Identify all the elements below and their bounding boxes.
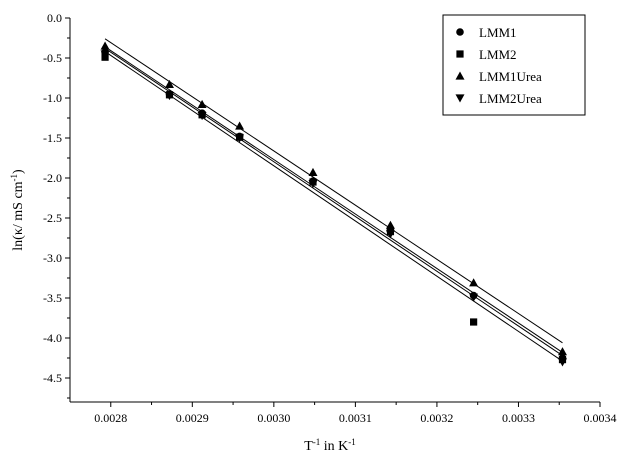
y-tick-label: -3.0 <box>43 251 62 265</box>
legend-marker <box>455 94 465 103</box>
x-axis-title-part: in K <box>320 439 348 454</box>
data-point-series-4 <box>385 230 395 239</box>
x-tick-label: 0.0030 <box>257 411 290 425</box>
fit-line <box>104 47 563 357</box>
data-point-series-3 <box>557 347 567 356</box>
plot-layer: 0.0028 0.0029 0.0030 0.0031 0.0032 0.0033 0.00… <box>9 11 617 454</box>
data-point-series-4 <box>100 50 110 59</box>
data-point-series-3 <box>100 41 110 50</box>
x-axis-title-part: -1 <box>313 437 321 447</box>
data-point-series-3 <box>385 220 395 229</box>
legend-marker <box>456 50 464 58</box>
data-point-series-3 <box>235 121 245 130</box>
data-point-series-4 <box>557 358 567 367</box>
data-point-series-4 <box>469 293 479 302</box>
y-axis-title-part: -1 <box>9 174 19 182</box>
data-point-series-4 <box>197 112 207 121</box>
data-point-series-3 <box>197 99 207 108</box>
fit-line <box>104 38 563 344</box>
legend-marker <box>456 28 464 36</box>
x-tick-label: 0.0032 <box>420 411 453 425</box>
y-tick-label: -4.0 <box>43 331 62 345</box>
legend-box <box>442 14 586 116</box>
y-tick-label: -3.5 <box>43 291 62 305</box>
y-tick-label: -2.5 <box>43 211 62 225</box>
data-point-series-4 <box>235 134 245 143</box>
data-point-series-2 <box>470 318 478 326</box>
x-tick-label: 0.0033 <box>502 411 535 425</box>
y-tick-label: -4.5 <box>43 371 62 385</box>
fit-line <box>104 51 563 362</box>
data-point-series-3 <box>164 79 174 88</box>
x-tick-label: 0.0028 <box>94 411 127 425</box>
legend-label: LMM1Urea <box>479 69 542 84</box>
y-tick-label: -0.5 <box>43 51 62 65</box>
fit-line <box>104 46 563 353</box>
x-tick-label: 0.0034 <box>584 411 617 425</box>
y-axis-title-part: ln(κ/ mS cm <box>11 181 26 250</box>
x-axis-title-part: -1 <box>348 437 356 447</box>
legend-label: LMM2 <box>479 47 517 62</box>
x-tick-label: 0.0029 <box>176 411 209 425</box>
x-axis-title-part: T <box>304 439 313 454</box>
y-tick-label: -1.5 <box>43 131 62 145</box>
data-point-series-4 <box>308 180 318 189</box>
legend-label: LMM1 <box>479 25 517 40</box>
y-axis-title-part: ) <box>11 169 26 174</box>
data-point-series-4 <box>164 92 174 101</box>
y-axis-title: ln(κ/ mS cm-1) <box>9 169 26 251</box>
y-tick-label: 0.0 <box>47 11 62 25</box>
data-point-series-3 <box>469 278 479 287</box>
y-tick-label: -1.0 <box>43 91 62 105</box>
data-point-series-3 <box>308 167 318 176</box>
x-axis-title: T-1 in K-1 <box>304 437 356 454</box>
x-tick-label: 0.0031 <box>339 411 372 425</box>
legend-marker <box>455 71 465 80</box>
y-tick-label: -2.0 <box>43 171 62 185</box>
legend-label: LMM2Urea <box>479 91 542 106</box>
